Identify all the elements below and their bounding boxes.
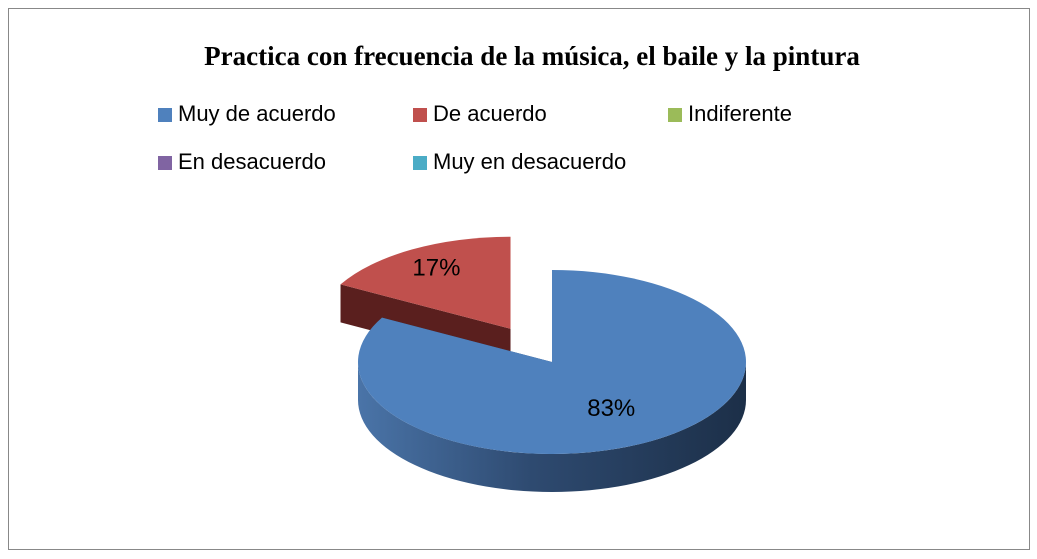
- legend-label: En desacuerdo: [178, 149, 326, 174]
- data-label: 17%: [412, 255, 460, 282]
- legend-swatch: [158, 156, 172, 170]
- slice: [357, 270, 746, 454]
- legend-swatch: [158, 108, 172, 122]
- legend-label: Muy en desacuerdo: [433, 149, 626, 174]
- slice-side: [358, 362, 746, 492]
- slice: [340, 236, 511, 329]
- legend-swatch: [668, 108, 682, 122]
- data-label: 83%: [587, 395, 635, 422]
- legend-label: Indiferente: [688, 101, 792, 126]
- legend-label: Muy de acuerdo: [178, 101, 336, 126]
- legend-swatch: [413, 156, 427, 170]
- legend-swatch: [413, 108, 427, 122]
- legend-label: De acuerdo: [433, 101, 547, 126]
- chart-title: Practica con frecuencia de la música, el…: [204, 41, 860, 71]
